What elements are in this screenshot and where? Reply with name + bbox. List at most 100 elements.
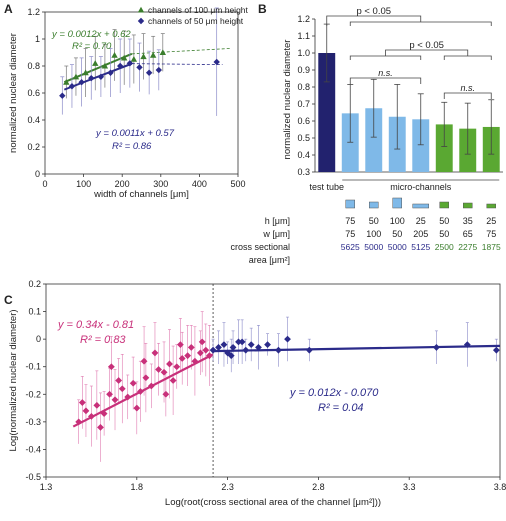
panel-c-point-blue bbox=[492, 346, 500, 354]
legend-label-100um: channels of 100 μm height bbox=[148, 5, 249, 15]
panel-b-row-label-area-unit: area [μm²] bbox=[249, 255, 290, 265]
panel-c-point-pink bbox=[178, 355, 186, 362]
panel-b-bar bbox=[412, 119, 430, 172]
panel-c-point-blue bbox=[284, 335, 291, 343]
panel-c-point-pink bbox=[196, 349, 204, 357]
panel-b-bar bbox=[318, 53, 336, 172]
panel-c-point-blue bbox=[229, 344, 237, 351]
legend-marker-50um bbox=[137, 17, 145, 25]
panel-a-point-50um bbox=[126, 60, 134, 67]
panel-a-equation-50um: y = 0.0011x + 0.57 bbox=[95, 128, 175, 139]
panel-c-point-pink bbox=[78, 399, 86, 406]
panel-a-point-50um bbox=[59, 92, 66, 99]
panel-a-point-100um bbox=[130, 56, 138, 62]
panel-a-xtick-label: 400 bbox=[192, 179, 207, 189]
panel-b-ylabel: normalized nuclear diameter bbox=[282, 40, 293, 160]
panel-c-equation-pink: y = 0.34x - 0.81 bbox=[57, 319, 134, 331]
panel-b-ytick-label: 0.5 bbox=[297, 133, 310, 143]
panel-a-ytick-label: 0.4 bbox=[27, 115, 40, 125]
panel-c-point-pink bbox=[151, 349, 159, 357]
panel-b-group-bracket bbox=[443, 55, 492, 60]
panel-a-r2-50um: R² = 0.86 bbox=[112, 141, 152, 152]
panel-c-point-pink bbox=[129, 379, 137, 387]
panel-c-xtick-label: 2.8 bbox=[312, 482, 325, 492]
panel-b-cell-h: 50 bbox=[369, 216, 379, 226]
panel-a-xtick-label: 100 bbox=[76, 179, 91, 189]
panel-b-label-micro-channels: micro-channels bbox=[390, 182, 452, 192]
panel-a-point-50um bbox=[213, 58, 220, 66]
panel-a-fit-extension bbox=[131, 63, 223, 66]
panel-a-ylabel: normalized nuclear diameter bbox=[8, 33, 19, 153]
panel-a-ytick-label: 1 bbox=[35, 34, 40, 44]
panel-c-fit-line bbox=[213, 344, 501, 353]
panel-b-row-label-h: h [μm] bbox=[265, 216, 290, 226]
panel-c-xtick-label: 2.3 bbox=[221, 482, 234, 492]
panel-c-xlabel: Log(root(cross sectional area of the cha… bbox=[165, 497, 381, 508]
panel-b-row-label-w: w [μm] bbox=[262, 229, 290, 239]
panel-a-point-50um bbox=[155, 66, 162, 74]
panel-b-ytick-label: 0.9 bbox=[297, 65, 310, 75]
panel-letter-a: A bbox=[4, 2, 13, 16]
panel-c-ytick-label: 0.2 bbox=[28, 279, 41, 289]
panel-c-point-blue bbox=[264, 341, 271, 349]
panel-c-ylabel: Log(normalized nuclear diameter) bbox=[8, 309, 19, 451]
panel-c-fit-line bbox=[72, 353, 214, 428]
panel-letter-c: C bbox=[4, 293, 13, 307]
panel-b-group-bracket bbox=[349, 55, 422, 60]
panel-c-point-pink bbox=[176, 341, 184, 349]
panel-b-ytick-label: 1.1 bbox=[297, 31, 310, 41]
panel-b-cell-area: 5000 bbox=[364, 242, 383, 252]
panel-c-frame bbox=[45, 283, 501, 478]
panel-a-xtick-label: 0 bbox=[42, 179, 47, 189]
panel-b-significance-bracket bbox=[326, 15, 422, 26]
panel-b-cell-w: 75 bbox=[345, 229, 355, 239]
panel-b-ns-bracket bbox=[443, 92, 492, 99]
panel-c-point-blue bbox=[227, 352, 235, 360]
panel-a-ytick-label: 1.2 bbox=[27, 7, 40, 17]
panel-a-xtick-label: 500 bbox=[230, 179, 245, 189]
panel-a-xlabel: width of channels [μm] bbox=[93, 189, 189, 200]
panel-b-cell-area: 2275 bbox=[458, 242, 477, 252]
panel-b-ytick-label: 1.0 bbox=[297, 48, 310, 58]
panel-a-fit-line bbox=[63, 62, 133, 91]
panel-b-group-bracket bbox=[349, 21, 492, 26]
panel-a-xtick-label: 200 bbox=[115, 179, 130, 189]
panel-c-point-pink bbox=[106, 390, 113, 398]
panel-a-point-100um bbox=[140, 53, 147, 60]
panel-a-point-50um bbox=[136, 64, 143, 71]
panel-c-xtick-label: 1.3 bbox=[40, 482, 53, 492]
panel-c-point-blue bbox=[215, 344, 222, 351]
channel-shape-icon bbox=[412, 203, 429, 209]
panel-c-ytick-label: -0.5 bbox=[25, 472, 41, 482]
panel-c-ytick-label: -0.3 bbox=[25, 417, 41, 427]
panel-b-ns-label: n.s. bbox=[460, 83, 475, 93]
panel-b-cell-area: 2500 bbox=[435, 242, 454, 252]
panel-b-bar bbox=[435, 124, 453, 172]
panel-b-ytick-label: 0.3 bbox=[297, 167, 310, 177]
panel-b-significance-label: p < 0.05 bbox=[409, 40, 444, 51]
panel-c-xtick-label: 1.8 bbox=[131, 482, 144, 492]
panel-b-cell-w: 75 bbox=[486, 229, 496, 239]
panel-c-point-blue bbox=[220, 341, 228, 349]
panel-c-xtick-label: 3.3 bbox=[403, 482, 416, 492]
panel-c-point-blue bbox=[238, 338, 246, 346]
panel-c-point-pink bbox=[198, 338, 206, 346]
panel-c-ytick-label: -0.4 bbox=[25, 444, 41, 454]
panel-c-ytick-label: -0.2 bbox=[25, 389, 41, 399]
panel-a-fit-extension bbox=[131, 48, 231, 55]
panel-letter-b: B bbox=[258, 2, 267, 16]
panel-c-point-blue bbox=[247, 341, 255, 349]
panel-c-point-pink bbox=[133, 404, 141, 412]
panel-b-cell-w: 50 bbox=[439, 229, 449, 239]
panel-c-point-pink bbox=[97, 423, 104, 431]
panel-b-ytick-label: 0.7 bbox=[297, 99, 310, 109]
panel-c-point-pink bbox=[202, 346, 210, 354]
panel-b-ytick-label: 0.8 bbox=[297, 82, 310, 92]
panel-c-point-pink bbox=[184, 352, 192, 360]
panel-c-xtick-label: 3.8 bbox=[494, 482, 506, 492]
panel-b-cell-area: 1875 bbox=[482, 242, 501, 252]
panel-b-cell-w: 100 bbox=[366, 229, 381, 239]
panel-a-equation-100um: y = 0.0012x + 0.62 bbox=[51, 29, 131, 40]
panel-a-xtick-label: 300 bbox=[153, 179, 168, 189]
